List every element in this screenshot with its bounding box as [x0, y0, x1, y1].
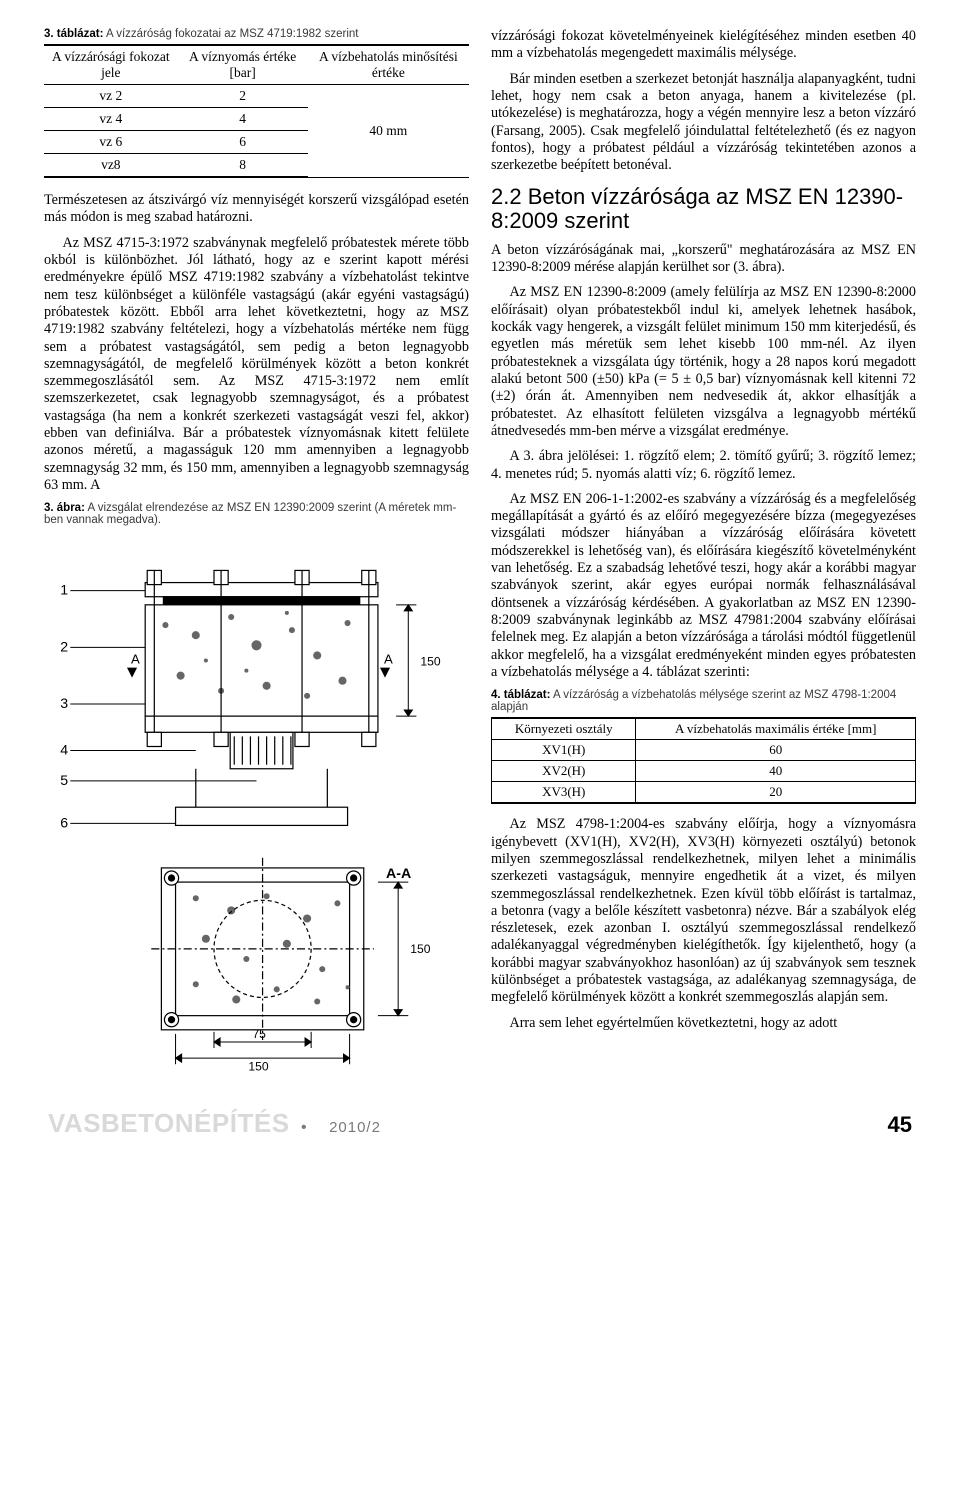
left-column: 3. táblázat: A vízzáróság fokozatai az M… — [44, 28, 469, 1086]
fig-dim-150v: 150 — [420, 655, 440, 669]
fig-label-6: 6 — [60, 816, 68, 832]
table3-h3: A vízbehatolás minősítési értéke — [308, 45, 469, 85]
figure3-svg: 1 2 3 4 5 6 — [44, 534, 469, 1070]
table4-r1c1: 40 — [636, 761, 916, 782]
table4-caption-bold: 4. táblázat: — [491, 689, 550, 701]
fig-label-4: 4 — [60, 743, 68, 759]
table4-r1c0: XV2(H) — [492, 761, 636, 782]
table3: A vízzárósági fokozat jele A víznyomás é… — [44, 44, 469, 178]
table4-r2c1: 20 — [636, 782, 916, 804]
table4-r2c0: XV3(H) — [492, 782, 636, 804]
footer-brand: VASBETONÉPÍTÉS — [48, 1108, 290, 1139]
table3-r3c1: 8 — [178, 154, 308, 178]
table3-h2: A víznyomás értéke [bar] — [178, 45, 308, 85]
right-p5: A 3. ábra jelölései: 1. rögzítő elem; 2.… — [491, 448, 916, 483]
svg-text:A: A — [131, 652, 140, 667]
table4-h2: A vízbehatolás maximális értéke [mm] — [636, 718, 916, 740]
table3-r2c1: 6 — [178, 131, 308, 154]
footer-dot: • — [301, 1119, 308, 1136]
right-p6: Az MSZ EN 206-1-1:2002-es szabvány a víz… — [491, 491, 916, 681]
fig-dim-150v2: 150 — [410, 942, 430, 956]
right-column: vízzárósági fokozat követelményeinek kie… — [491, 28, 916, 1086]
fig-section: A-A — [386, 866, 411, 882]
table3-r2c0: vz 6 — [44, 131, 178, 154]
fig3-caption-bold: 3. ábra: — [44, 502, 85, 514]
footer-page-number: 45 — [888, 1112, 912, 1138]
right-p8: Arra sem lehet egyértelműen következtetn… — [491, 1015, 916, 1032]
table4-r0c0: XV1(H) — [492, 740, 636, 761]
table3-caption-bold: 3. táblázat: — [44, 28, 103, 40]
right-p3: A beton vízzáróságának mai, „korszerű" m… — [491, 242, 916, 277]
fig3-caption-rest: A vizsgálat elrendezése az MSZ EN 12390:… — [44, 502, 456, 526]
table3-r0c0: vz 2 — [44, 85, 178, 108]
left-p2: Az MSZ 4715-3:1972 szabványnak megfelelő… — [44, 235, 469, 495]
footer-issue: 2010/2 — [329, 1119, 381, 1136]
fig3-caption: 3. ábra: A vizsgálat elrendezése az MSZ … — [44, 502, 469, 526]
page-footer: VASBETONÉPÍTÉS • 2010/2 45 — [44, 1108, 916, 1139]
fig-label-5: 5 — [60, 773, 68, 789]
table3-r1c0: vz 4 — [44, 108, 178, 131]
right-p2: Bár minden esetben a szerkezet betonját … — [491, 71, 916, 175]
fig-dim-75: 75 — [252, 1027, 266, 1041]
fig-label-2: 2 — [60, 640, 68, 656]
table3-r3c0: vz8 — [44, 154, 178, 178]
table4-caption-rest: A vízzáróság a vízbehatolás mélysége sze… — [491, 689, 896, 713]
table3-caption: 3. táblázat: A vízzáróság fokozatai az M… — [44, 28, 469, 40]
table3-caption-rest: A vízzáróság fokozatai az MSZ 4719:1982 … — [103, 28, 358, 40]
table4-r0c1: 60 — [636, 740, 916, 761]
section-2-2-heading: 2.2 Beton vízzárósága az MSZ EN 12390-8:… — [491, 185, 916, 234]
table3-col3: 40 mm — [308, 85, 469, 178]
table4-caption: 4. táblázat: A vízzáróság a vízbehatolás… — [491, 689, 916, 713]
table4-h1: Környezeti osztály — [492, 718, 636, 740]
fig-dim-150h: 150 — [248, 1060, 268, 1071]
table3-r0c1: 2 — [178, 85, 308, 108]
figure-3: 1 2 3 4 5 6 — [44, 534, 469, 1075]
fig-label-1: 1 — [60, 583, 68, 599]
right-p4: Az MSZ EN 12390-8:2009 (amely felülírja … — [491, 284, 916, 440]
table3-h1: A vízzárósági fokozat jele — [44, 45, 178, 85]
right-p1: vízzárósági fokozat követelményeinek kie… — [491, 28, 916, 63]
left-p1: Természetesen az átszivárgó víz mennyisé… — [44, 192, 469, 227]
footer-left: VASBETONÉPÍTÉS • 2010/2 — [48, 1108, 381, 1139]
table4: Környezeti osztály A vízbehatolás maximá… — [491, 717, 916, 804]
svg-text:A: A — [384, 652, 393, 667]
table3-r1c1: 4 — [178, 108, 308, 131]
fig-label-3: 3 — [60, 696, 68, 712]
right-p7: Az MSZ 4798-1:2004-es szabvány előírja, … — [491, 816, 916, 1006]
